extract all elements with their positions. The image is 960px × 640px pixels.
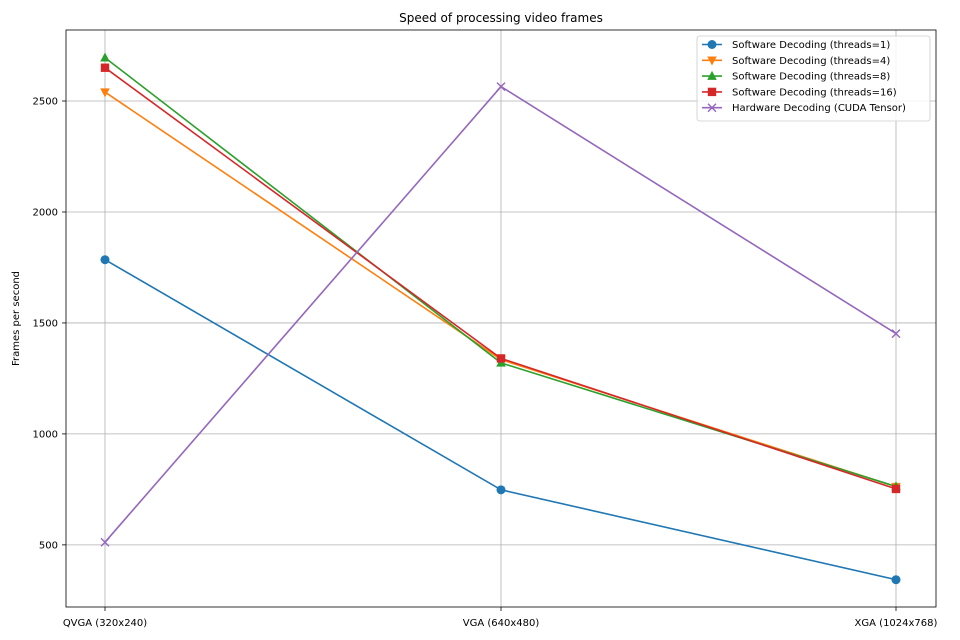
legend-entry: Hardware Decoding (CUDA Tensor): [702, 103, 906, 114]
series-line: [104, 57, 897, 488]
plot-frame: [65, 29, 937, 608]
data-point: [100, 52, 110, 62]
legend-label: Software Decoding (threads=16): [732, 87, 897, 98]
y-tick-label: 1000: [33, 429, 58, 440]
legend-label: Software Decoding (threads=1): [732, 40, 890, 51]
data-point: [707, 56, 717, 66]
chart-title: Speed of processing video frames: [399, 11, 603, 25]
series-1: [100, 255, 901, 585]
y-tick-label: 2000: [33, 207, 58, 218]
data-point: [891, 484, 901, 494]
legend-entry: Software Decoding (threads=8): [702, 70, 890, 83]
data-point: [496, 82, 506, 92]
legend-label: Software Decoding (threads=8): [732, 72, 890, 83]
y-axis-label: Frames per second: [11, 271, 22, 366]
y-tick-label: 1500: [33, 318, 58, 329]
series-line: [104, 259, 897, 581]
data-point: [100, 88, 110, 98]
data-point: [496, 485, 506, 495]
data-point: [496, 354, 506, 363]
axes-layer: QVGA (320x240) VGA (640x480) XGA (1024x768…: [33, 29, 938, 629]
data-point: [891, 329, 901, 339]
series-line: [104, 91, 897, 488]
y-tick-label: 500: [39, 540, 58, 551]
x-tick-label: VGA (640x480): [463, 618, 540, 629]
series-4: [100, 63, 901, 494]
legend-entry: Software Decoding (threads=4): [702, 56, 890, 67]
legend-entry: Software Decoding (threads=16): [702, 87, 897, 98]
data-point: [707, 103, 717, 113]
legend-label: Software Decoding (threads=4): [732, 56, 890, 67]
data-point: [891, 575, 901, 585]
data-point: [707, 87, 717, 97]
data-point: [100, 255, 110, 265]
series-2: [100, 88, 901, 492]
y-tick-label: 2500: [33, 97, 58, 108]
series-layer: [100, 52, 901, 585]
legend-entry: Software Decoding (threads=1): [702, 40, 890, 51]
legend: Software Decoding (threads=1) Software De…: [696, 35, 931, 122]
x-tick-label: QVGA (320x240): [63, 618, 147, 629]
x-tick-label: XGA (1024x768): [855, 618, 938, 629]
grid-layer: [66, 30, 936, 607]
legend-label: Hardware Decoding (CUDA Tensor): [732, 103, 906, 114]
data-point: [707, 40, 717, 49]
legend-frame: [696, 35, 931, 122]
series-line: [104, 67, 897, 490]
data-point: [707, 70, 717, 80]
data-point: [100, 537, 110, 547]
data-point: [100, 63, 110, 72]
series-5: [100, 82, 901, 547]
